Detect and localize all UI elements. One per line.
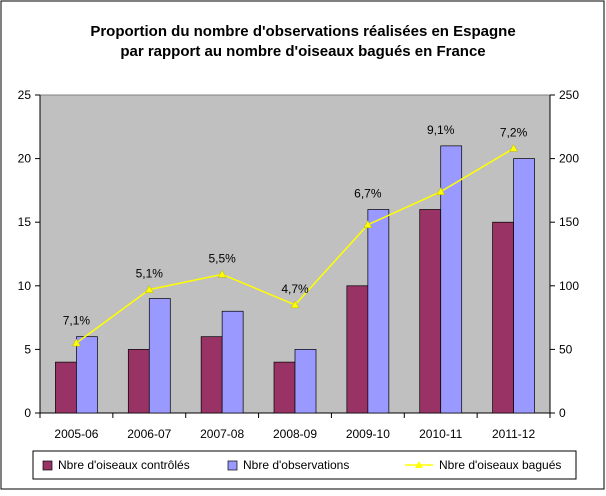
y-left-tick-label: 25 <box>18 88 32 102</box>
line-point-marker <box>363 220 373 228</box>
y-right-tick-label: 250 <box>559 88 579 102</box>
x-tick-label: 2011-12 <box>492 427 535 441</box>
bar-observations <box>221 310 244 414</box>
data-label-percent: 6,7% <box>354 186 382 200</box>
line-point-marker <box>509 143 519 152</box>
x-tick-label: 2007-08 <box>200 427 244 441</box>
y-right-tick-label: 100 <box>559 279 579 293</box>
y-right-tick-label: 150 <box>559 215 579 229</box>
legend: Nbre d'oiseaux contrôlés Nbre d'observati… <box>32 450 577 480</box>
bar-observations <box>367 209 390 414</box>
line-point-marker <box>217 269 227 278</box>
x-tick-label: 2009-10 <box>346 427 390 441</box>
legend-box <box>32 450 577 480</box>
bar-controles <box>419 209 442 414</box>
bar-observations <box>513 158 535 414</box>
line-point-marker <box>71 338 81 347</box>
x-tick-label: 2006-07 <box>127 427 171 441</box>
data-label-percent: 9,1% <box>427 123 455 137</box>
bar-observations <box>294 349 317 414</box>
legend-label: Nbre d'observations <box>243 458 349 472</box>
y-left-tick-label: 0 <box>24 406 31 420</box>
line-point-marker <box>144 285 154 293</box>
bar-observations <box>76 336 98 414</box>
bar-controles <box>55 361 77 414</box>
data-label-percent: 5,5% <box>208 251 236 265</box>
data-label-percent: 4,7% <box>281 282 309 296</box>
legend-label: Nbre d'oiseaux bagués <box>439 458 561 472</box>
bar-controles <box>200 336 223 414</box>
legend-swatch-observations <box>227 460 238 471</box>
y-left-tick-label: 20 <box>18 152 32 166</box>
line-point-marker <box>436 187 446 195</box>
chart-title-line-1: Proportion du nombre d'observations réal… <box>90 23 515 40</box>
x-tick-label: 2005-06 <box>54 427 98 441</box>
bar-observations <box>148 298 171 414</box>
bar-controles <box>346 285 369 414</box>
y-right-tick-label: 200 <box>559 152 579 166</box>
bar-controles <box>127 349 150 414</box>
x-tick-label: 2010-11 <box>419 427 462 441</box>
bar-observations <box>440 145 463 414</box>
line-point-marker <box>290 300 300 309</box>
y-left-tick-label: 5 <box>24 342 31 356</box>
y-right-tick-label: 0 <box>559 406 566 420</box>
y-left-tick-label: 10 <box>18 279 32 293</box>
y-right-tick-label: 50 <box>559 342 573 356</box>
data-label-percent: 7,2% <box>500 125 528 139</box>
data-label-percent: 5,1% <box>136 267 164 281</box>
legend-label: Nbre d'oiseaux contrôlés <box>58 458 190 472</box>
legend-swatch-controles <box>42 460 53 471</box>
bar-controles <box>492 221 514 414</box>
chart-title-line-2: par rapport au nombre d'oiseaux bagués e… <box>120 43 485 60</box>
legend-marker-bagues <box>415 461 423 468</box>
x-tick-label: 2008-09 <box>273 427 317 441</box>
bar-controles <box>273 361 296 414</box>
data-label-percent: 7,1% <box>63 314 91 328</box>
y-left-tick-label: 15 <box>18 215 32 229</box>
